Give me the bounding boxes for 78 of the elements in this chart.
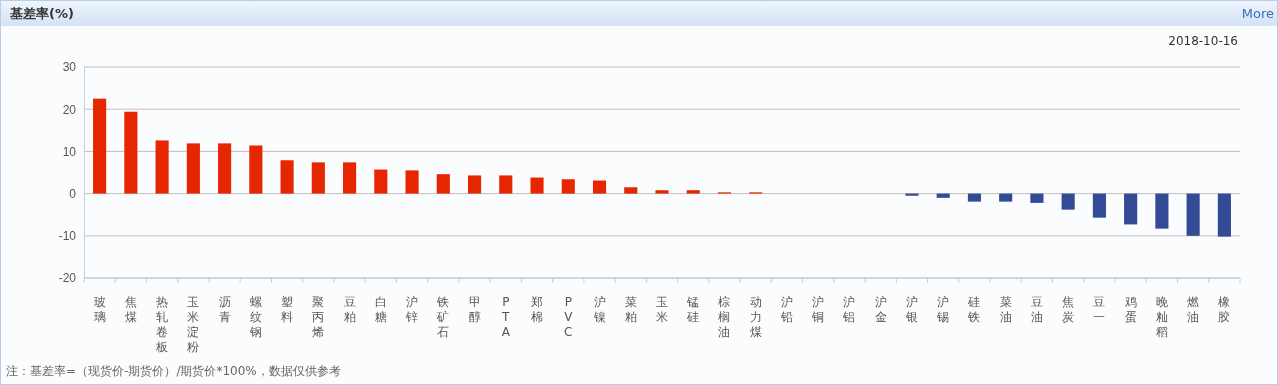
bar (530, 177, 544, 194)
text: More (1241, 6, 1274, 21)
text: 2018-10-16 (1168, 34, 1238, 48)
x-tick-label: 沥青 (218, 295, 231, 324)
x-tick-label: 沪铅 (779, 295, 793, 324)
y-tick-label: 10 (62, 144, 77, 159)
bar (155, 140, 169, 194)
bar (1124, 193, 1138, 225)
x-tick-label: 热轧卷板 (155, 295, 169, 354)
x-tick-label: 玉米淀粉 (187, 295, 200, 354)
bar (1061, 193, 1075, 210)
bar (124, 111, 138, 194)
bar (1217, 193, 1231, 237)
bar (499, 175, 513, 194)
x-tick-label: 沪金 (874, 295, 887, 324)
x-tick-label: 焦煤 (124, 295, 137, 324)
x-tick-label: 豆一 (1093, 295, 1106, 324)
bar (592, 180, 607, 194)
bar (280, 160, 294, 194)
bar (655, 190, 669, 194)
bar (405, 170, 419, 194)
bar (967, 193, 981, 202)
y-tick-label: -10 (58, 229, 77, 244)
text: 注：基差率=（现货价-期货价）/期货价*100%，数据仅供参考 (6, 364, 341, 378)
bar (374, 169, 388, 194)
bar (1092, 193, 1106, 218)
y-tick-label: 0 (69, 186, 77, 201)
bar (561, 179, 575, 194)
y-tick-label: -20 (58, 271, 77, 286)
x-tick-label: PTA (501, 295, 511, 339)
x-tick-label: 豆粕 (343, 295, 356, 324)
bar (436, 174, 450, 194)
x-tick-label: 白糖 (374, 295, 387, 324)
x-tick-label: 玉米 (656, 295, 668, 324)
x-tick-label: 铁矿石 (436, 295, 450, 339)
bar (467, 175, 482, 194)
bar (624, 187, 638, 194)
bar (999, 193, 1013, 202)
x-tick-label: 燃油 (1187, 295, 1200, 324)
x-tick-label: 沪锌 (405, 295, 419, 324)
y-tick-label: 30 (62, 60, 77, 75)
x-tick-label: 沪镍 (592, 295, 606, 324)
x-tick-label: 甲醇 (468, 295, 481, 324)
bar (218, 143, 232, 194)
x-tick-label: 豆油 (1030, 295, 1043, 324)
x-tick-label: 聚丙烯 (312, 295, 325, 339)
bar (1186, 193, 1200, 236)
x-tick-label: 菜粕 (624, 295, 637, 324)
x-tick-label: 晚籼稻 (1155, 295, 1168, 339)
bar (249, 145, 263, 194)
x-tick-label: 菜油 (999, 295, 1012, 324)
bar (905, 193, 919, 196)
x-tick-label: PVC (564, 295, 574, 339)
bar (186, 143, 200, 194)
y-tick-label: 20 (62, 102, 77, 117)
x-tick-label: 硅铁 (967, 295, 981, 324)
bar (93, 98, 107, 194)
x-tick-label: 橡胶 (1218, 295, 1231, 324)
x-tick-label: 沪铝 (842, 295, 856, 324)
x-tick-label: 锰硅 (686, 295, 700, 324)
x-tick-label: 动力煤 (749, 295, 762, 339)
x-tick-label: 塑料 (281, 295, 294, 324)
x-tick-label: 棕榈油 (718, 295, 731, 339)
bar (1155, 193, 1169, 229)
x-tick-label: 玻璃 (93, 295, 106, 324)
x-tick-label: 螺纹钢 (248, 295, 262, 339)
chart-title: 基差率(%) (9, 6, 74, 21)
bar (1030, 193, 1044, 203)
bar (686, 190, 700, 194)
x-tick-label: 沪银 (904, 295, 918, 324)
bar (936, 193, 950, 198)
bar (311, 162, 325, 194)
x-tick-label: 郑棉 (531, 295, 544, 324)
bar (343, 162, 357, 194)
x-tick-label: 沪锡 (936, 295, 950, 324)
x-tick-label: 鸡蛋 (1123, 295, 1137, 324)
x-tick-label: 焦炭 (1062, 295, 1075, 324)
x-tick-label: 沪铜 (811, 295, 825, 324)
